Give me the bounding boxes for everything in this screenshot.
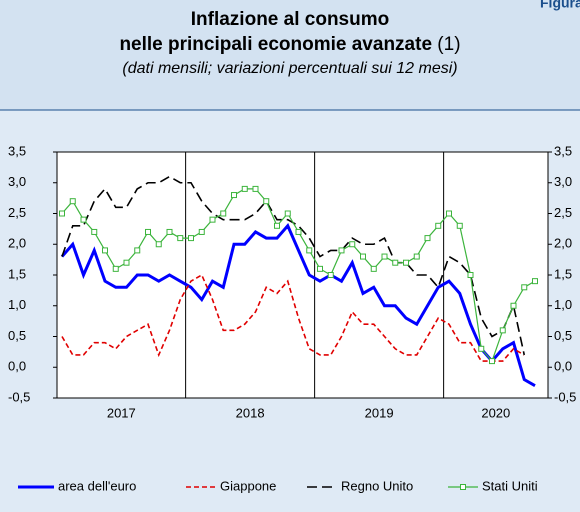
series-marker [69, 198, 76, 205]
series-marker [338, 247, 345, 254]
y-tick-label: 3,0 [8, 174, 26, 189]
series-marker [327, 272, 334, 278]
chart-title-line: nelle principali economie avanzate [119, 34, 432, 55]
y2-tick-label: 2,5 [554, 205, 572, 220]
series-marker [413, 253, 420, 260]
y-tick-label: 1,0 [8, 297, 26, 312]
series-marker [284, 210, 291, 217]
header-band [0, 0, 580, 110]
series-marker [134, 247, 141, 254]
series-marker [231, 192, 237, 199]
chart-title: Inflazione al consumo [191, 9, 389, 30]
y2-tick-label: 1,5 [554, 266, 572, 281]
series-marker [166, 228, 173, 235]
series-marker [295, 228, 302, 235]
x-year-label: 2019 [365, 405, 394, 420]
y2-tick-label: 0,0 [554, 359, 572, 374]
series-marker [435, 222, 442, 229]
x-year-label: 2018 [236, 405, 265, 420]
series-marker [403, 259, 409, 266]
series-marker [220, 210, 227, 217]
series-marker [456, 222, 463, 229]
series-marker [241, 185, 248, 192]
series-marker [59, 210, 65, 217]
series-marker [446, 210, 452, 217]
y2-tick-label: 0,5 [554, 328, 572, 343]
legend-label: Stati Uniti [482, 478, 538, 493]
series-marker [252, 185, 259, 192]
y-tick-label: 0,5 [8, 328, 26, 343]
subtitle: (dati mensili; variazioni percentuali su… [122, 60, 457, 77]
series-marker [521, 284, 528, 291]
legend-label: Regno Unito [341, 478, 413, 493]
series-marker [198, 228, 205, 235]
y-tick-label: 2,0 [8, 236, 26, 251]
series-marker [91, 228, 98, 235]
series-marker [274, 222, 280, 229]
y2-tick-label: 2,0 [554, 236, 572, 251]
series-marker [80, 216, 87, 223]
series-line [61, 273, 525, 362]
series-marker [360, 253, 366, 260]
series-marker [499, 327, 506, 334]
chart-title: nelle principali economie avanzate (1) [119, 34, 460, 55]
series-marker [155, 241, 162, 248]
y2-tick-label: 3,5 [554, 143, 572, 158]
series-marker [424, 235, 431, 242]
series-marker [489, 358, 495, 365]
y-tick-label: 3,5 [8, 143, 26, 158]
series-marker [209, 216, 216, 223]
series-marker [263, 198, 270, 205]
series-marker [349, 241, 356, 248]
series-marker [532, 278, 538, 285]
series-line [60, 223, 536, 388]
figure-label: Figura [540, 0, 580, 11]
x-year-label: 2017 [107, 405, 136, 420]
series-marker [306, 247, 313, 254]
series-marker [145, 228, 151, 235]
legend-label: area dell'euro [58, 478, 136, 493]
series-marker [370, 265, 377, 272]
series-marker [123, 259, 130, 266]
plot-area [56, 151, 549, 399]
series-marker [392, 259, 399, 266]
y2-tick-label: 3,0 [554, 174, 572, 189]
title-note: (1) [437, 34, 460, 55]
series-marker [317, 265, 323, 272]
y-tick-label: 1,5 [8, 266, 26, 281]
series-marker [381, 253, 388, 260]
y2-tick-label: -0,5 [554, 389, 576, 404]
series-marker [188, 235, 194, 242]
x-year-label: 2020 [481, 405, 510, 420]
legend-label: Giappone [220, 478, 276, 493]
series-marker [112, 265, 119, 272]
y-tick-label: 2,5 [8, 205, 26, 220]
y-tick-label: -0,5 [8, 389, 30, 404]
series-marker [510, 302, 517, 309]
series-marker [467, 272, 474, 278]
series-marker [102, 247, 108, 254]
series-marker [177, 235, 184, 242]
y-tick-label: 0,0 [8, 359, 26, 374]
y2-tick-label: 1,0 [554, 297, 572, 312]
legend-marker [460, 484, 466, 490]
series-marker [478, 345, 485, 352]
